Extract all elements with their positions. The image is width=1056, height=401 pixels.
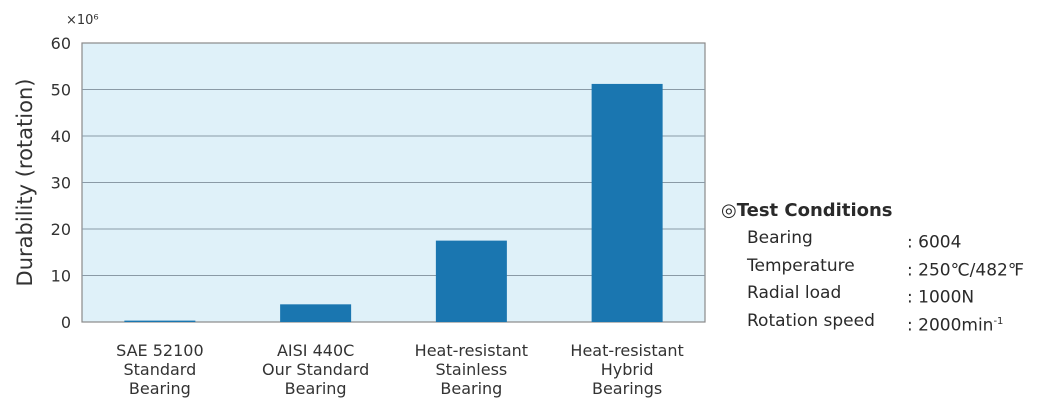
bar <box>435 240 507 322</box>
bar <box>124 320 196 322</box>
x-category-label: AISI 440C <box>277 341 354 360</box>
y-tick-label: 10 <box>51 267 71 286</box>
condition-row: Temperature : 250℃/482℉ <box>747 255 1056 283</box>
y-tick-label: 30 <box>51 174 71 193</box>
x-category-label: Hybrid <box>601 360 654 379</box>
test-conditions-title: ◎Test Conditions <box>721 200 1056 221</box>
condition-row: Bearing : 6004 <box>747 227 1056 255</box>
condition-label: Temperature <box>747 255 855 276</box>
y-tick-label: 50 <box>51 81 71 100</box>
x-category-label: Heat-resistant <box>570 341 683 360</box>
test-conditions-panel: ◎Test Conditions Bearing : 6004 Temperat… <box>721 200 1056 338</box>
condition-label: Radial load <box>747 283 842 304</box>
x-category-label: Standard <box>123 360 196 379</box>
condition-label: Rotation speed <box>747 310 875 331</box>
condition-value: : 250℃/482℉ <box>907 260 1025 281</box>
bar <box>280 304 352 322</box>
x-category-label: Bearings <box>592 379 662 398</box>
y-axis-ticks: 0 10 20 30 40 50 60 <box>51 34 71 332</box>
x-category-label: Stainless <box>435 360 507 379</box>
double-circle-mark: ◎ <box>721 200 737 221</box>
y-tick-label: 60 <box>51 34 71 53</box>
condition-value: : 2000min-1 <box>907 315 1004 336</box>
condition-row: Radial load : 1000N <box>747 282 1056 310</box>
x-category-label: Bearing <box>129 379 191 398</box>
condition-label: Bearing <box>747 228 813 248</box>
condition-row: Rotation speed : 2000min-1 <box>747 310 1056 338</box>
y-axis-label: Durability (rotation) <box>13 79 37 287</box>
x-category-label: Bearing <box>440 379 502 398</box>
condition-value: : 1000N <box>907 287 975 308</box>
y-axis-multiplier: ×10⁶ <box>66 13 99 28</box>
x-category-label: Bearing <box>285 379 347 398</box>
x-category-label: Heat-resistant <box>415 341 528 360</box>
x-category-label: SAE 52100 <box>116 341 204 360</box>
y-tick-label: 40 <box>51 127 71 146</box>
bars <box>124 83 663 322</box>
x-category-label: Our Standard <box>262 360 369 379</box>
y-tick-label: 0 <box>61 313 71 332</box>
condition-value: : 6004 <box>907 232 962 253</box>
bar <box>591 83 663 322</box>
test-conditions-heading: Test Conditions <box>736 200 893 221</box>
y-tick-label: 20 <box>51 220 71 239</box>
